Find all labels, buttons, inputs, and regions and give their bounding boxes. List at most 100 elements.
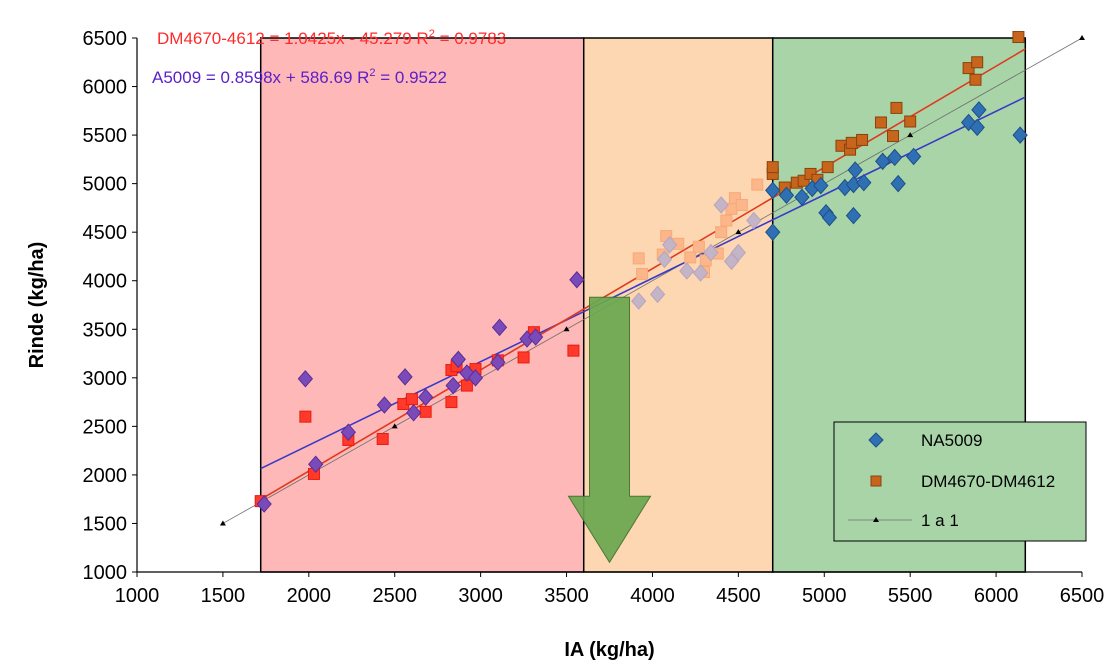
point-na5009 <box>765 223 781 241</box>
point-dm4670-dm4612 <box>299 410 312 423</box>
point-na5009 <box>778 186 795 205</box>
point-dm4670-dm4612 <box>692 240 705 253</box>
point-na5009 <box>450 350 466 369</box>
y-tick-label: 6000 <box>83 77 128 99</box>
point-na5009 <box>692 264 709 282</box>
point-dm4670-dm4612 <box>904 115 917 128</box>
point-na5009 <box>405 404 422 422</box>
point-dm4670-dm4612 <box>517 351 530 364</box>
one-to-one-point <box>907 132 914 138</box>
point-dm4670-dm4612 <box>890 101 903 114</box>
trendline-equation-2: A5009 = 0.8598x + 586.69 R2 = 0.9522 <box>152 67 447 87</box>
x-tick-label: 2500 <box>372 585 417 607</box>
point-dm4670-dm4612 <box>419 405 432 418</box>
point-na5009 <box>821 208 838 227</box>
point-na5009 <box>887 148 903 167</box>
point-dm4670-dm4612 <box>874 116 887 129</box>
point-na5009 <box>397 368 413 386</box>
point-na5009 <box>569 270 585 289</box>
legend-marker-one-to-one <box>873 517 879 522</box>
x-tick-label: 5000 <box>802 585 847 607</box>
y-tick-label: 3000 <box>83 368 128 390</box>
legend-marker-na5009 <box>868 432 884 448</box>
x-tick-label: 6500 <box>1060 585 1105 607</box>
point-na5009 <box>765 181 781 200</box>
x-tick-label: 6000 <box>974 585 1019 607</box>
point-na5009 <box>679 262 695 280</box>
point-dm4670-dm4612 <box>887 130 899 143</box>
point-dm4670-dm4612 <box>845 136 858 149</box>
point-na5009 <box>856 173 872 192</box>
point-dm4670-dm4612 <box>821 161 834 174</box>
x-tick-label: 1500 <box>201 585 246 607</box>
y-tick-label: 2000 <box>83 465 128 487</box>
y-tick-label: 1500 <box>83 513 128 535</box>
point-na5009 <box>491 318 508 337</box>
point-dm4670-dm4612 <box>376 432 389 445</box>
point-dm4670-dm4612 <box>720 214 733 227</box>
x-tick-label: 3500 <box>544 585 589 607</box>
point-na5009 <box>490 353 506 372</box>
point-dm4670-dm4612 <box>632 252 645 265</box>
point-na5009 <box>308 455 324 473</box>
point-na5009 <box>794 188 810 206</box>
point-dm4670-dm4612 <box>715 226 728 239</box>
y-tick-label: 4500 <box>83 222 128 244</box>
point-dm4670-dm4612 <box>460 379 473 392</box>
x-tick-label: 4000 <box>630 585 675 607</box>
point-na5009 <box>376 396 393 414</box>
point-dm4670-dm4612 <box>735 198 748 211</box>
one-to-one-point <box>1079 35 1085 40</box>
equation-tail: = 0.9522 <box>376 68 447 87</box>
axes-layer: 1000 1500 2000 2500 3000 3500 4000 4500 5000 5500… <box>26 28 1104 661</box>
zone-1 <box>259 37 585 573</box>
point-dm4670-dm4612 <box>684 251 697 264</box>
point-dm4670-dm4612 <box>969 73 982 86</box>
legend-label-dm4670: DM4670-DM4612 <box>921 472 1055 491</box>
down-arrow-icon <box>567 296 652 564</box>
one-to-one-layer <box>219 35 1085 526</box>
one-to-one-point <box>735 229 742 235</box>
point-na5009 <box>256 495 272 513</box>
arrow-layer <box>567 296 652 564</box>
legend-label-na5009: NA5009 <box>921 431 982 450</box>
equation-superscript: 2 <box>429 28 435 40</box>
point-na5009 <box>713 196 729 214</box>
x-tick-label: 2000 <box>287 585 332 607</box>
point-na5009 <box>467 369 484 387</box>
point-dm4670-dm4612 <box>971 56 984 69</box>
y-axis-title: Rinde (kg/ha) <box>26 242 48 369</box>
point-na5009 <box>340 423 357 441</box>
y-tick-label: 5500 <box>83 125 128 147</box>
point-dm4670-dm4612 <box>405 393 418 406</box>
legend: NA5009 DM4670-DM4612 1 a 1 <box>833 421 1087 542</box>
point-na5009 <box>417 388 434 406</box>
x-tick-label: 3000 <box>458 585 503 607</box>
point-na5009 <box>890 174 906 193</box>
point-na5009 <box>971 101 987 119</box>
point-dm4670-dm4612 <box>636 267 649 280</box>
y-tick-label: 5000 <box>83 174 128 196</box>
x-axis-title: IA (kg/ha) <box>564 639 654 661</box>
point-na5009 <box>813 176 829 195</box>
point-dm4670-dm4612 <box>728 192 741 205</box>
equation-tail: = 0.9783 <box>435 29 506 48</box>
y-tick-label: 4000 <box>83 271 128 293</box>
one-to-one-point <box>563 326 570 332</box>
point-na5009 <box>297 370 314 388</box>
point-dm4670-dm4612 <box>797 174 810 187</box>
point-na5009 <box>969 118 985 137</box>
point-na5009 <box>905 147 922 166</box>
point-na5009 <box>656 250 673 269</box>
x-tick-label: 5500 <box>888 585 933 607</box>
point-dm4670-dm4612 <box>445 396 458 409</box>
trendline-equation-1: DM4670-4612 = 1.0425x - 45.279 R2 = 0.97… <box>157 28 506 48</box>
points-layer <box>254 31 1028 513</box>
point-na5009 <box>631 292 647 310</box>
y-tick-label: 6500 <box>83 28 128 50</box>
equation-main: A5009 = 0.8598x + 586.69 R <box>152 68 369 87</box>
legend-marker-dm4670 <box>870 475 882 487</box>
x-tick-label: 4500 <box>716 585 761 607</box>
point-na5009 <box>445 376 461 395</box>
